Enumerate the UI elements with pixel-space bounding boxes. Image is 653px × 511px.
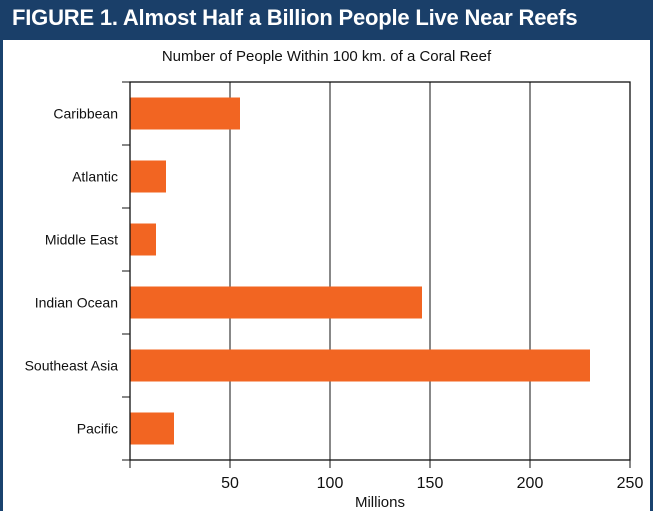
category-label: Indian Ocean <box>35 295 118 311</box>
x-tick-label: 50 <box>221 475 239 492</box>
plot-frame <box>129 81 631 461</box>
x-axis-title: Millions <box>355 494 405 511</box>
x-tick-label: 200 <box>517 475 544 492</box>
bar-caribbean <box>130 97 240 130</box>
chart-title: Number of People Within 100 km. of a Cor… <box>161 48 492 65</box>
bar-pacific <box>130 412 174 445</box>
bar-middle-east <box>130 223 156 256</box>
ticks <box>122 81 631 468</box>
category-label: Southeast Asia <box>25 358 119 374</box>
x-tick-label: 100 <box>317 475 344 492</box>
gridlines <box>229 82 531 460</box>
bar-indian-ocean <box>130 286 422 319</box>
figure-banner: FIGURE 1. Almost Half a Billion People L… <box>0 0 653 40</box>
x-tick-label: 250 <box>617 475 644 492</box>
bar-atlantic <box>130 160 166 193</box>
x-tick-label: 150 <box>417 475 444 492</box>
bar-southeast-asia <box>130 349 590 382</box>
labels: 50 100 150 200 250 Caribbean Atlantic Middle Ea… <box>25 106 644 493</box>
category-label: Atlantic <box>72 169 118 185</box>
figure-title: FIGURE 1. Almost Half a Billion People L… <box>12 5 578 30</box>
category-label: Middle East <box>45 232 118 248</box>
category-label: Pacific <box>77 421 118 437</box>
category-label: Caribbean <box>53 106 118 122</box>
bars <box>130 97 590 445</box>
